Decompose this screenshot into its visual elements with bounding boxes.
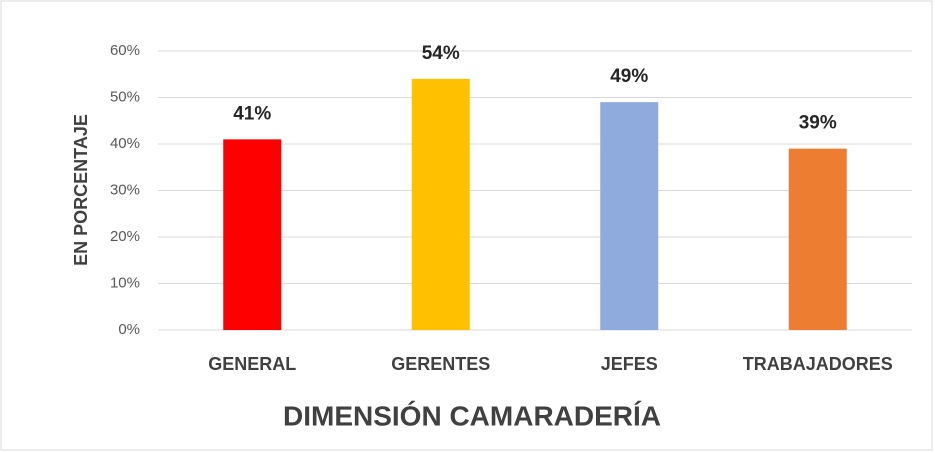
value-label: 41% bbox=[233, 103, 271, 124]
y-tick-label: 30% bbox=[110, 181, 140, 198]
x-tick-label: GENERAL bbox=[208, 354, 296, 374]
value-label: 49% bbox=[610, 66, 648, 87]
y-tick-label: 40% bbox=[110, 135, 140, 152]
value-label: 54% bbox=[422, 43, 460, 64]
x-axis-title: DIMENSIÓN CAMARADERÍA bbox=[283, 400, 661, 431]
x-tick-label: TRABAJADORES bbox=[743, 354, 893, 374]
bar bbox=[223, 139, 282, 330]
y-tick-label: 60% bbox=[110, 42, 140, 59]
bar bbox=[788, 148, 847, 330]
value-label: 39% bbox=[799, 113, 837, 134]
y-axis-title: EN PORCENTAJE bbox=[71, 114, 91, 266]
bar bbox=[411, 78, 470, 331]
y-tick-label: 0% bbox=[118, 321, 140, 338]
y-tick-label: 20% bbox=[110, 228, 140, 245]
x-tick-label: JEFES bbox=[601, 354, 658, 374]
y-tick-label: 10% bbox=[110, 274, 140, 291]
bar bbox=[600, 102, 659, 331]
x-tick-label: GERENTES bbox=[391, 354, 490, 374]
y-tick-label: 50% bbox=[110, 88, 140, 105]
